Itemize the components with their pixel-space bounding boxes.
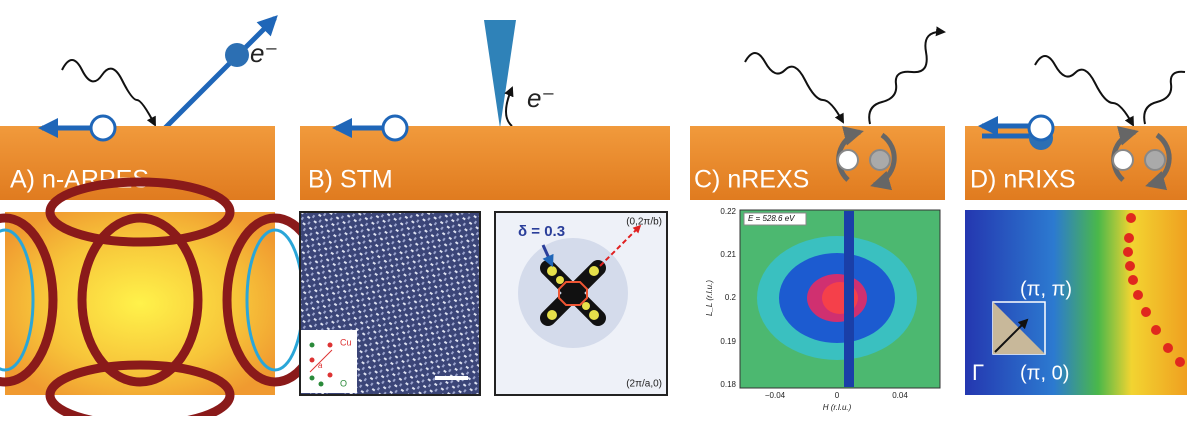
photon-in [1035, 56, 1133, 125]
x-tick-label: 0.04 [892, 391, 908, 400]
hole [1029, 116, 1053, 140]
y-tick-label: 0.19 [720, 337, 736, 346]
point [1133, 290, 1143, 300]
figure: e⁻ A) n-ARPES e⁻ B) STM Cu a O [0, 0, 1187, 416]
point [1128, 275, 1138, 285]
hole [383, 116, 407, 140]
x-tick-label: 0 [835, 391, 840, 400]
electron [870, 150, 890, 170]
hole [838, 150, 858, 170]
peak [589, 310, 599, 320]
photon-out [869, 32, 944, 124]
tunnel-arrow [506, 88, 512, 126]
o-atom [310, 343, 315, 348]
photon [62, 60, 155, 125]
y-tick-label: 0.21 [720, 250, 736, 259]
o-atom [310, 376, 315, 381]
a-label: a [318, 361, 323, 370]
electron-label: e⁻ [250, 38, 278, 68]
cu-atom [328, 373, 333, 378]
energy-label: E = 528.6 eV [748, 214, 795, 223]
point [1141, 307, 1151, 317]
panel-label: C) nREXS [694, 166, 809, 194]
y-axis-label: L_L (r.l.u.) [705, 280, 714, 316]
electron-label: e⁻ [527, 83, 555, 113]
stm-tip [484, 20, 516, 128]
fft-corner-label: (0,2π/b) [626, 217, 662, 228]
o-atom [319, 382, 324, 387]
electron-path [165, 18, 275, 128]
point [1123, 247, 1133, 257]
o-label: O [340, 378, 347, 388]
panel-label: D) nRIXS [970, 166, 1076, 194]
fft-corner-label: (2π/a,0) [626, 379, 662, 390]
panel-b: e⁻ B) STM Cu a O δ = 0.3 (0,2π/b) (2π/a,… [300, 20, 670, 395]
cu-label: Cu [340, 337, 352, 347]
point [1124, 233, 1134, 243]
panel-c: C) nREXS E = 528.6 eV 0.22 0.21 0.2 0.19… [690, 32, 945, 412]
electron [225, 43, 249, 67]
hole [1113, 150, 1133, 170]
panel-a: e⁻ A) n-ARPES [0, 18, 323, 416]
point [1175, 357, 1185, 367]
peak [547, 310, 557, 320]
x-axis-label: H (r.l.u.) [823, 403, 852, 412]
bz-label: (π, 0) [1020, 362, 1069, 384]
y-tick-label: 0.22 [720, 207, 736, 216]
cu-atom [328, 343, 333, 348]
hole [91, 116, 115, 140]
delta-label: δ = 0.3 [518, 223, 565, 240]
x-tick-label: −0.04 [765, 391, 786, 400]
peak [589, 266, 599, 276]
point [1151, 325, 1161, 335]
panel-label: B) STM [308, 166, 393, 194]
cu-atom [310, 358, 315, 363]
photon-out [1144, 72, 1185, 124]
panel-d: D) nRIXS (π, π) (π, 0) Γ [965, 56, 1187, 395]
electron [1145, 150, 1165, 170]
y-tick-label: 0.2 [725, 293, 737, 302]
point [1125, 261, 1135, 271]
peak [556, 276, 564, 284]
y-tick-label: 0.18 [720, 380, 736, 389]
photon-in [745, 53, 843, 122]
bz-label: (π, π) [1020, 278, 1072, 300]
bz-label: Γ [972, 360, 984, 385]
x-axis: −0.04 0 0.04 H (r.l.u.) [765, 391, 908, 412]
point [1163, 343, 1173, 353]
peak [547, 266, 557, 276]
y-axis: 0.22 0.21 0.2 0.19 0.18 L_L (r.l.u.) [705, 207, 736, 389]
specular-band [844, 211, 854, 387]
point [1126, 213, 1136, 223]
